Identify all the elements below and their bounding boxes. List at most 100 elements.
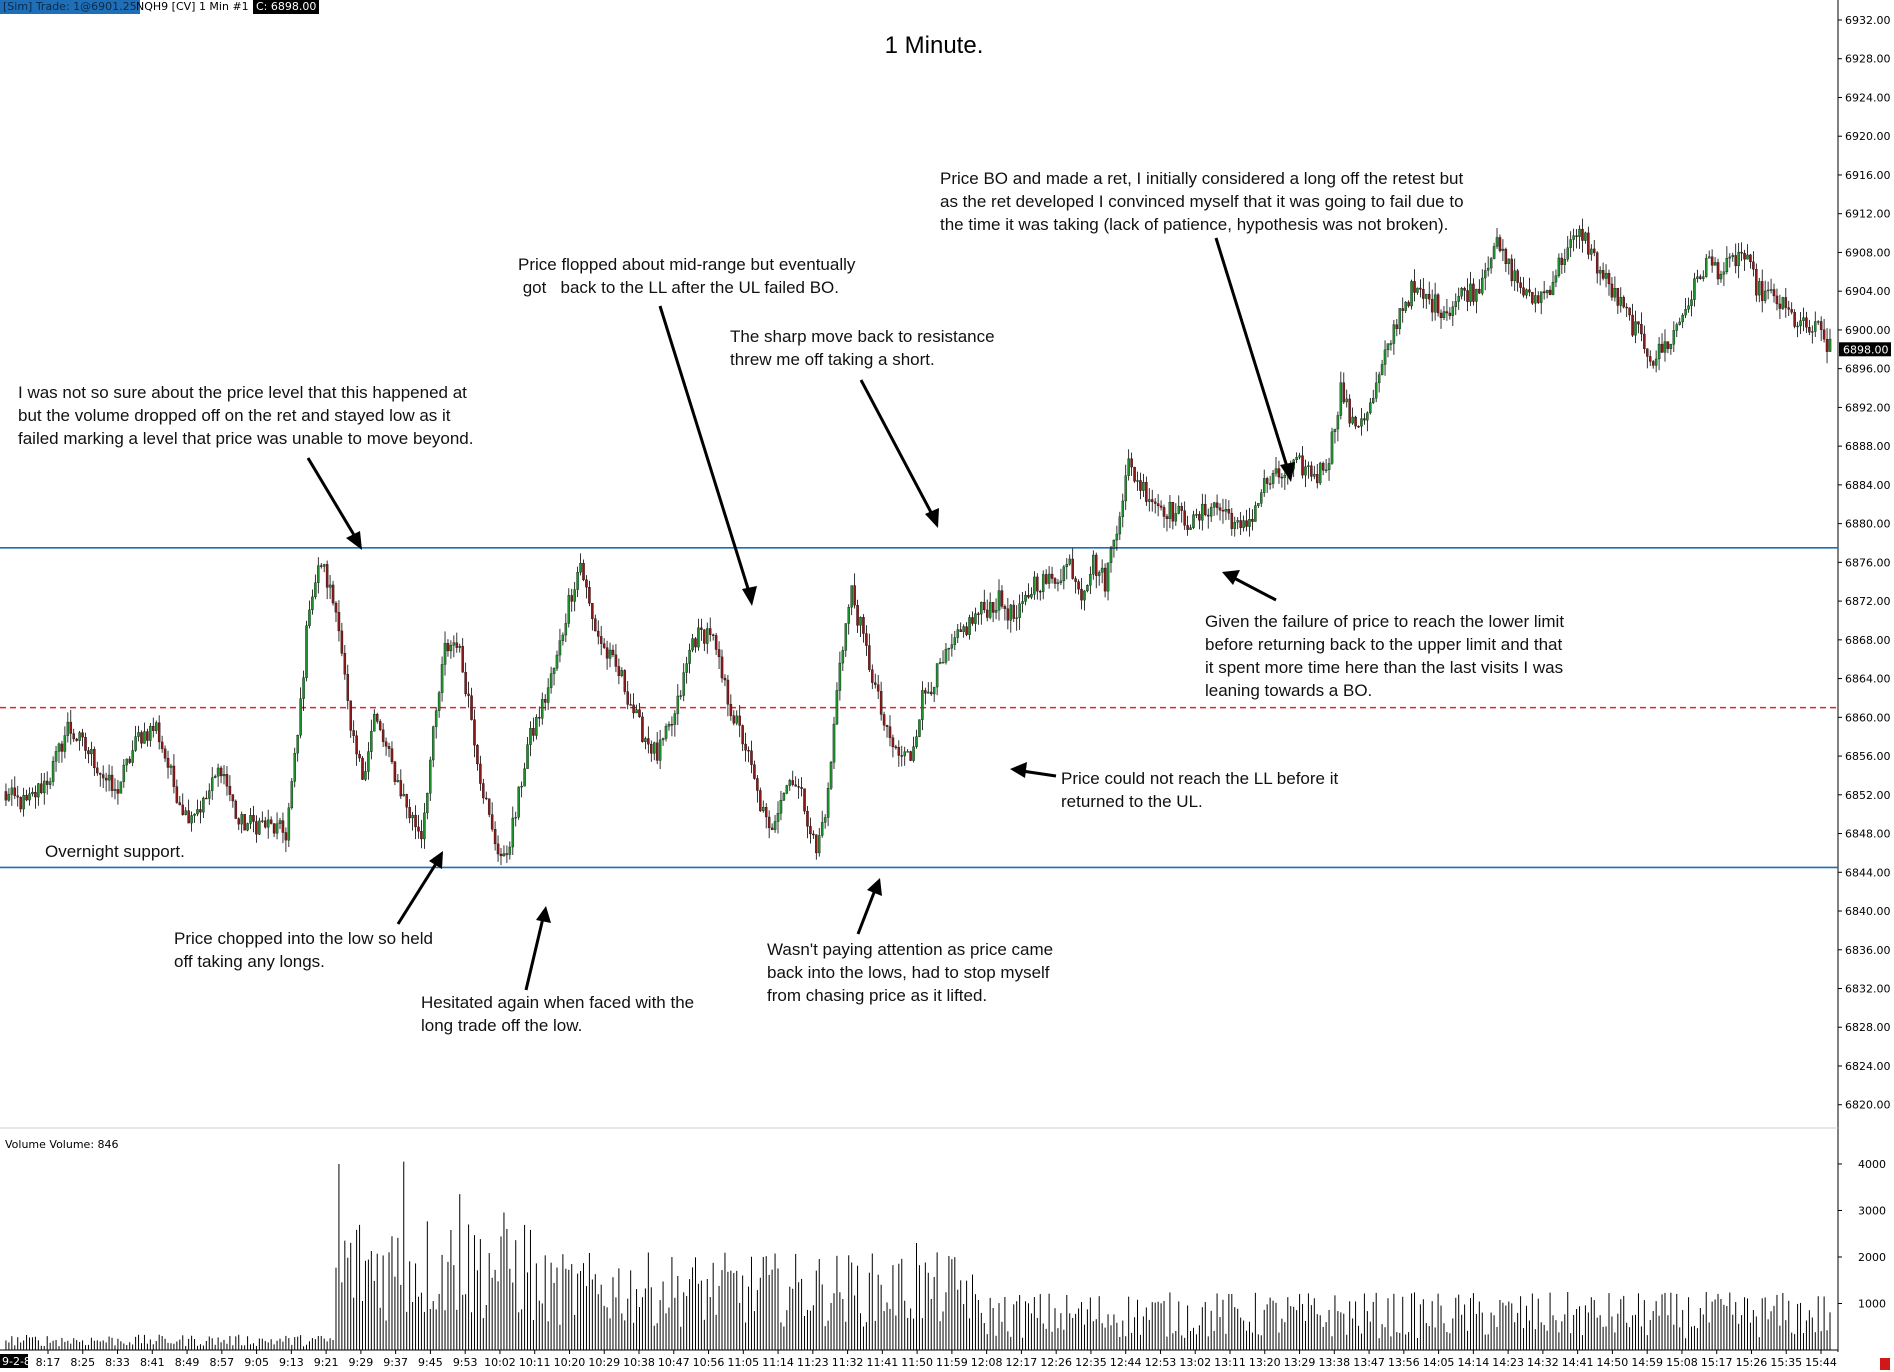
candle-down bbox=[146, 731, 149, 741]
current-price-box bbox=[1839, 342, 1891, 357]
candle-down bbox=[1139, 480, 1142, 491]
candle-down bbox=[349, 700, 352, 731]
candle-up bbox=[549, 673, 553, 688]
candle-down bbox=[1510, 258, 1513, 282]
candle-down bbox=[34, 791, 37, 798]
candle-down bbox=[455, 642, 459, 648]
candle-down bbox=[909, 751, 912, 761]
price-tick-label: 6888.00 bbox=[1845, 440, 1891, 453]
candle-up bbox=[779, 800, 783, 814]
candle-down bbox=[284, 832, 288, 841]
candle-up bbox=[953, 637, 957, 645]
candle-down bbox=[1607, 273, 1611, 285]
candle-up bbox=[1283, 474, 1287, 478]
time-tick-label: 11:50 bbox=[901, 1356, 933, 1369]
candle-up bbox=[66, 721, 70, 736]
candle-up bbox=[1313, 474, 1316, 477]
candle-up bbox=[1681, 314, 1684, 323]
time-tick-label: 11:23 bbox=[797, 1356, 829, 1369]
candle-down bbox=[110, 774, 114, 791]
candle-up bbox=[502, 853, 506, 857]
arrow-note-given bbox=[1233, 576, 1277, 602]
candle-down bbox=[470, 695, 473, 720]
candle-down bbox=[4, 791, 8, 801]
arrow-note-chopped bbox=[396, 861, 439, 925]
candle-up bbox=[1425, 293, 1428, 299]
candle-down bbox=[1448, 312, 1452, 316]
price-tick-label: 6856.00 bbox=[1845, 750, 1891, 763]
candle-up bbox=[826, 788, 830, 818]
candle-up bbox=[561, 634, 565, 641]
candle-up bbox=[1366, 412, 1369, 421]
candle-down bbox=[1519, 282, 1522, 288]
candle-down bbox=[1498, 237, 1502, 251]
candle-down bbox=[1162, 507, 1166, 517]
volume-tick-label: 4000 bbox=[1858, 1158, 1886, 1171]
price-tick-label: 6868.00 bbox=[1845, 634, 1891, 647]
candle-down bbox=[868, 645, 871, 670]
candle-up bbox=[1136, 480, 1139, 482]
candle-up bbox=[261, 820, 264, 822]
note-breakout: Price BO and made a ret, I initially con… bbox=[940, 169, 1464, 234]
candle-down bbox=[104, 777, 108, 781]
candle-up bbox=[1236, 520, 1239, 523]
candle-down bbox=[1575, 235, 1578, 237]
price-tick-label: 6900.00 bbox=[1845, 324, 1891, 337]
candle-down bbox=[759, 790, 762, 812]
time-tick-label: 11:05 bbox=[727, 1356, 759, 1369]
candle-up bbox=[968, 617, 971, 635]
candle-down bbox=[352, 730, 355, 736]
candle-down bbox=[1560, 257, 1564, 265]
candle-down bbox=[1660, 343, 1664, 353]
candle-up bbox=[697, 627, 700, 648]
candle-down bbox=[1646, 348, 1649, 357]
candle-down bbox=[1230, 513, 1234, 529]
price-tick-label: 6848.00 bbox=[1845, 828, 1891, 841]
candle-up bbox=[514, 817, 517, 819]
candle-up bbox=[691, 638, 694, 651]
candle-up bbox=[944, 648, 948, 663]
candle-up bbox=[1731, 255, 1735, 258]
candle-down bbox=[237, 818, 240, 825]
time-tick-label: 10:20 bbox=[554, 1356, 586, 1369]
candle-down bbox=[178, 802, 182, 806]
candle-down bbox=[19, 797, 22, 810]
candle-down bbox=[1265, 478, 1269, 484]
candle-down bbox=[602, 643, 606, 648]
time-tick-label: 14:14 bbox=[1458, 1356, 1490, 1369]
candle-up bbox=[1015, 617, 1018, 619]
time-tick-label: 13:02 bbox=[1179, 1356, 1211, 1369]
time-tick-label: 9:37 bbox=[383, 1356, 408, 1369]
candle-down bbox=[219, 767, 223, 777]
candle-down bbox=[885, 725, 889, 727]
candle-down bbox=[924, 690, 927, 694]
candle-up bbox=[216, 767, 220, 777]
candle-down bbox=[1430, 298, 1434, 313]
chart-title: 1 Minute. bbox=[884, 32, 984, 59]
time-tick-label: 9:45 bbox=[418, 1356, 443, 1369]
candle-up bbox=[134, 736, 137, 751]
candle-up bbox=[1024, 595, 1027, 602]
candle-up bbox=[529, 728, 532, 745]
candle-down bbox=[1277, 468, 1281, 478]
candle-down bbox=[1206, 514, 1210, 517]
time-tick-label: 13:47 bbox=[1353, 1356, 1385, 1369]
arrowhead-note-hesitated bbox=[536, 906, 551, 923]
candle-up bbox=[1563, 259, 1567, 265]
candle-down bbox=[800, 787, 803, 789]
candle-up bbox=[1121, 500, 1125, 518]
candle-up bbox=[1687, 305, 1690, 310]
candle-up bbox=[847, 607, 850, 624]
note-level: I was not so sure about the price level … bbox=[18, 383, 474, 448]
candle-up bbox=[1100, 567, 1104, 573]
candle-up bbox=[541, 699, 544, 719]
price-tick-label: 6884.00 bbox=[1845, 479, 1891, 492]
candle-up bbox=[1271, 473, 1275, 484]
candle-down bbox=[538, 717, 541, 719]
price-tick-label: 6876.00 bbox=[1845, 556, 1891, 569]
candle-up bbox=[526, 744, 529, 769]
candle-up bbox=[1758, 281, 1761, 296]
time-tick-label: 13:11 bbox=[1214, 1356, 1246, 1369]
time-tick-label: 12:35 bbox=[1075, 1356, 1107, 1369]
